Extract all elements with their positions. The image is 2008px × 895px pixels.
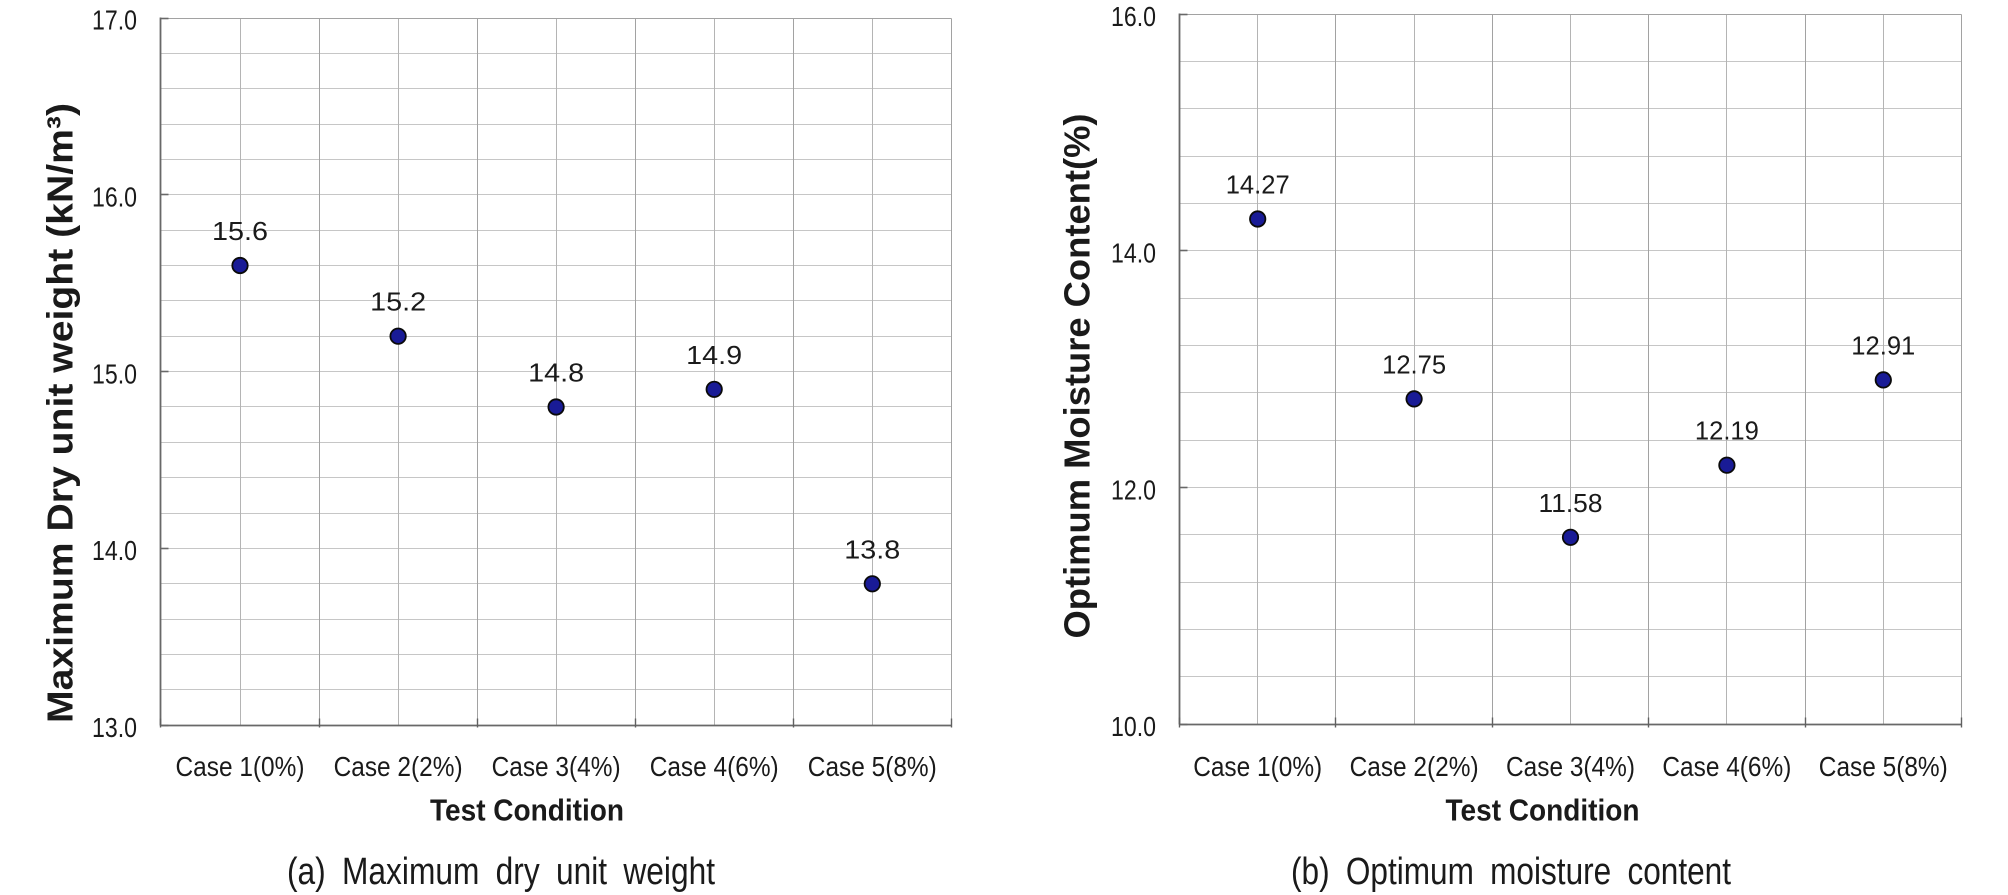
svg-text:Case 1(0%): Case 1(0%) (1193, 751, 1322, 782)
svg-text:Test Condition: Test Condition (430, 793, 624, 828)
svg-text:12.75: 12.75 (1382, 349, 1446, 379)
svg-text:12.91: 12.91 (1851, 330, 1915, 360)
svg-text:11.58: 11.58 (1539, 488, 1603, 518)
svg-text:15.6: 15.6 (212, 216, 268, 246)
svg-text:15.2: 15.2 (370, 287, 426, 317)
svg-text:12.0: 12.0 (1111, 474, 1156, 505)
svg-text:14.8: 14.8 (528, 358, 584, 388)
svg-text:12.19: 12.19 (1695, 416, 1759, 446)
svg-text:14.9: 14.9 (686, 340, 742, 370)
svg-text:13.0: 13.0 (92, 712, 137, 743)
svg-text:Case 3(4%): Case 3(4%) (1506, 751, 1635, 782)
svg-text:Optimum Moisture Content(%): Optimum Moisture Content(%) (1057, 114, 1098, 639)
svg-text:Case 3(4%): Case 3(4%) (492, 751, 621, 782)
svg-text:10.0: 10.0 (1111, 711, 1156, 742)
svg-text:Case 1(0%): Case 1(0%) (176, 751, 305, 782)
svg-text:Test Condition: Test Condition (1446, 793, 1640, 828)
svg-text:Case 2(2%): Case 2(2%) (1350, 751, 1479, 782)
svg-text:14.0: 14.0 (1111, 238, 1156, 269)
svg-text:17.0: 17.0 (92, 5, 137, 36)
svg-text:Maximum Dry unit weight (kN/m³: Maximum Dry unit weight (kN/m³) (40, 103, 81, 723)
svg-text:14.0: 14.0 (92, 535, 137, 566)
svg-text:Case 2(2%): Case 2(2%) (334, 751, 463, 782)
svg-text:15.0: 15.0 (92, 358, 137, 389)
svg-text:16.0: 16.0 (92, 182, 137, 213)
svg-text:Case 4(6%): Case 4(6%) (1662, 751, 1791, 782)
svg-text:(b) Optimum moisture content: (b) Optimum moisture content (1291, 851, 1731, 893)
svg-text:Case 5(8%): Case 5(8%) (808, 751, 937, 782)
svg-text:(a) Maximum dry unit weight: (a) Maximum dry unit weight (287, 851, 715, 893)
svg-text:14.27: 14.27 (1226, 170, 1290, 200)
svg-text:Case 5(8%): Case 5(8%) (1819, 751, 1948, 782)
svg-text:16.0: 16.0 (1111, 1, 1156, 32)
svg-text:Case 4(6%): Case 4(6%) (650, 751, 779, 782)
svg-text:13.8: 13.8 (844, 534, 900, 564)
